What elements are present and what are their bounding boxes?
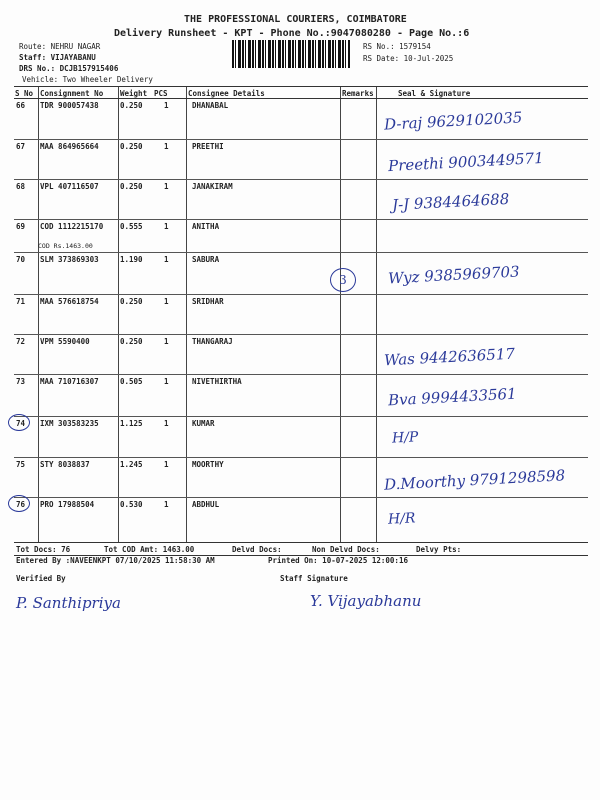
cell-wt: 1.245 xyxy=(120,460,143,469)
cell-wt: 0.555 xyxy=(120,222,143,231)
cell-pcs: 1 xyxy=(164,419,169,428)
row-divider xyxy=(14,416,588,417)
total-docs: Tot Docs: 76 xyxy=(16,545,71,554)
cell-cons: MAA 576618754 xyxy=(40,297,99,306)
non-delivered-docs: Non Delvd Docs: xyxy=(312,545,380,554)
col-pcs: PCS xyxy=(154,89,168,98)
handwritten-signature: H/R xyxy=(387,510,416,528)
total-cod: Tot COD Amt: 1463.00 xyxy=(104,545,195,554)
row-divider xyxy=(14,334,588,335)
cell-cons: SLM 373869303 xyxy=(40,255,99,264)
handwritten-signature: H/P xyxy=(391,429,419,447)
circle-mark xyxy=(8,495,30,512)
cell-wt: 1.190 xyxy=(120,255,143,264)
row-divider xyxy=(14,294,588,295)
cell-wt: 0.250 xyxy=(120,101,143,110)
cell-cons: COD 1112215170 xyxy=(40,222,104,231)
cell-sno: 68 xyxy=(16,182,26,191)
cell-sno: 69 xyxy=(16,222,26,231)
col-weight: Weight xyxy=(120,89,148,98)
vehicle: Vehicle: Two Wheeler Delivery xyxy=(22,75,153,84)
cell-cons: VPL 407116507 xyxy=(40,182,99,191)
col-sno: S No xyxy=(15,89,34,98)
cell-pcs: 1 xyxy=(164,142,169,151)
cell-sno: 66 xyxy=(16,101,26,110)
row-divider xyxy=(14,179,588,180)
cell-pcs: 1 xyxy=(164,460,169,469)
cell-name: MOORTHY xyxy=(192,460,224,469)
entered-by: Entered By :NAVEENKPT 07/10/2025 11:58:3… xyxy=(16,556,215,565)
row-divider xyxy=(14,139,588,140)
col-consignment: Consignment No xyxy=(40,89,104,98)
cell-name: JANAKIRAM xyxy=(192,182,233,191)
cell-cons: TDR 900057438 xyxy=(40,101,99,110)
verified-signature: P. Santhipriya xyxy=(16,594,121,612)
row-divider xyxy=(14,497,588,498)
runsheet-subtitle: Delivery Runsheet - KPT - Phone No.:9047… xyxy=(114,28,470,39)
cell-cons: MAA 710716307 xyxy=(40,377,99,386)
cell-name: SABURA xyxy=(192,255,220,264)
circle-mark xyxy=(8,414,30,431)
cell-pcs: 1 xyxy=(164,297,169,306)
cell-wt: 0.250 xyxy=(120,337,143,346)
cell-wt: 0.505 xyxy=(120,377,143,386)
col-seal-signature: Seal & Signature xyxy=(398,89,471,98)
cell-pcs: 1 xyxy=(164,500,169,509)
runsheet-table: S No Consignment No Weight PCS Consignee… xyxy=(14,86,588,543)
cell-name: SRIDHAR xyxy=(192,297,224,306)
printed-on: Printed On: 10-07-2025 12:00:16 xyxy=(268,556,408,565)
cell-pcs: 1 xyxy=(164,182,169,191)
cell-cons: STY 8038837 xyxy=(40,460,90,469)
staff: Staff: VIJAYABANU xyxy=(19,53,96,62)
cell-pcs: 1 xyxy=(164,337,169,346)
cod-note: COD Rs.1463.00 xyxy=(38,242,93,250)
cell-pcs: 1 xyxy=(164,255,169,264)
row-divider xyxy=(14,457,588,458)
verified-by-label: Verified By xyxy=(16,574,66,583)
cell-name: THANGARAJ xyxy=(192,337,233,346)
cell-cons: IXM 303583235 xyxy=(40,419,99,428)
cell-wt: 0.250 xyxy=(120,297,143,306)
cell-cons: MAA 864965664 xyxy=(40,142,99,151)
cell-sno: 73 xyxy=(16,377,26,386)
cell-cons: VPM 5590400 xyxy=(40,337,90,346)
col-remarks: Remarks xyxy=(342,89,374,98)
cell-pcs: 1 xyxy=(164,222,169,231)
cell-sno: 75 xyxy=(16,460,26,469)
cell-pcs: 1 xyxy=(164,377,169,386)
cell-name: PREETHI xyxy=(192,142,224,151)
delivery-points: Delvy Pts: xyxy=(416,545,462,554)
delivered-docs: Delvd Docs: xyxy=(232,545,282,554)
barcode xyxy=(232,40,350,68)
drs-number: DRS No.: DCJB157915406 xyxy=(19,64,119,73)
rs-date: RS Date: 10-Jul-2025 xyxy=(363,54,454,63)
cell-cons: PRO 17988504 xyxy=(40,500,95,509)
row-divider xyxy=(14,219,588,220)
cell-name: ANITHA xyxy=(192,222,220,231)
staff-signature: Y. Vijayabhanu xyxy=(310,592,422,610)
cell-wt: 0.250 xyxy=(120,142,143,151)
route: Route: NEHRU NAGAR xyxy=(19,42,101,51)
cell-sno: 72 xyxy=(16,337,26,346)
cell-name: DHANABAL xyxy=(192,101,229,110)
staff-signature-label: Staff Signature xyxy=(280,574,348,583)
company-name: THE PROFESSIONAL COURIERS, COIMBATORE xyxy=(184,14,407,25)
cell-sno: 67 xyxy=(16,142,26,151)
cell-name: NIVETHIRTHA xyxy=(192,377,242,386)
cell-sno: 71 xyxy=(16,297,26,306)
cell-name: KUMAR xyxy=(192,419,215,428)
rs-number: RS No.: 1579154 xyxy=(363,42,431,51)
row-divider xyxy=(14,374,588,375)
cell-pcs: 1 xyxy=(164,101,169,110)
cell-wt: 1.125 xyxy=(120,419,143,428)
row-divider xyxy=(14,252,588,253)
remarks-circle-mark: 3 xyxy=(330,268,356,292)
cell-wt: 0.250 xyxy=(120,182,143,191)
cell-wt: 0.530 xyxy=(120,500,143,509)
col-consignee: Consignee Details xyxy=(188,89,265,98)
cell-sno: 70 xyxy=(16,255,26,264)
cell-name: ABDHUL xyxy=(192,500,220,509)
